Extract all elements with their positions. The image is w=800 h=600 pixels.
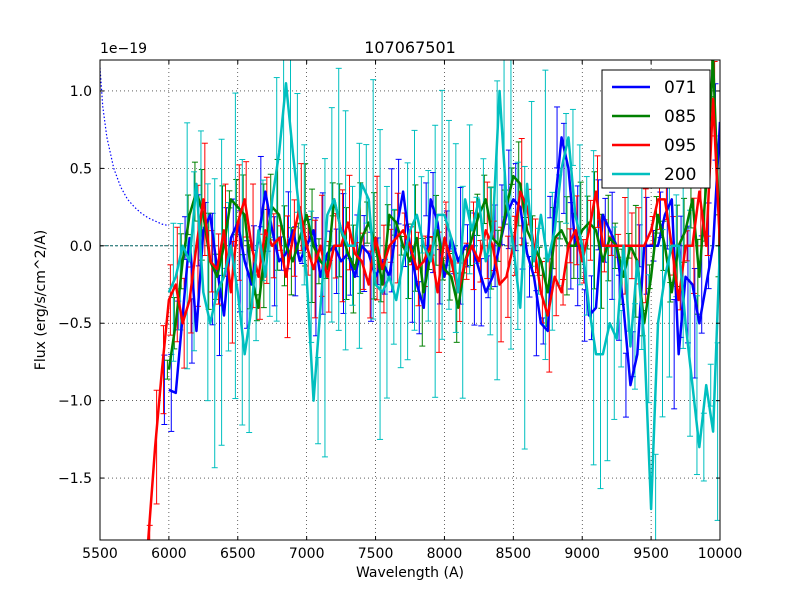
legend: 071 085 095 200 <box>601 69 711 189</box>
x-tick-label: 6500 <box>220 546 256 562</box>
x-tick-label: 5500 <box>82 546 118 562</box>
series-line-071 <box>168 121 720 395</box>
x-axis-label: Wavelength (A) <box>356 565 464 581</box>
y-tick-label: −1.0 <box>58 394 92 410</box>
x-tick-label: 7000 <box>289 546 325 562</box>
x-tick-label: 10000 <box>698 546 743 562</box>
data-layer <box>100 60 720 540</box>
x-tick-label: 9500 <box>633 546 669 562</box>
y-tick-label: 0.0 <box>70 239 92 255</box>
y-tick-label: −1.5 <box>58 471 92 487</box>
x-tick-label: 8000 <box>427 546 463 562</box>
legend-label-085: 085 <box>664 107 696 127</box>
legend-label-095: 095 <box>664 136 696 156</box>
y-tick-label: 1.0 <box>70 84 92 100</box>
series-line-200 <box>167 81 720 511</box>
y-axis-label: Flux (erg/s/cm^2/A) <box>33 230 49 370</box>
x-tick-label: 6000 <box>151 546 187 562</box>
chart-title: 107067501 <box>364 38 456 57</box>
x-tick-label: 8500 <box>496 546 532 562</box>
ticks: 5500 6000 6500 7000 7500 8000 8500 9000 9500 1000… <box>58 60 742 562</box>
x-tick-label: 7500 <box>358 546 394 562</box>
legend-label-200: 200 <box>664 165 696 185</box>
x-tick-label: 9000 <box>564 546 600 562</box>
legend-label-071: 071 <box>664 78 696 98</box>
plot-frame <box>99 59 721 541</box>
legend-box <box>601 69 711 189</box>
offset-label: 1e−19 <box>100 41 147 57</box>
y-tick-label: −0.5 <box>58 316 92 332</box>
y-tick-label: 0.5 <box>70 161 92 177</box>
reference-curve <box>100 67 170 227</box>
series-line-085 <box>167 60 720 370</box>
